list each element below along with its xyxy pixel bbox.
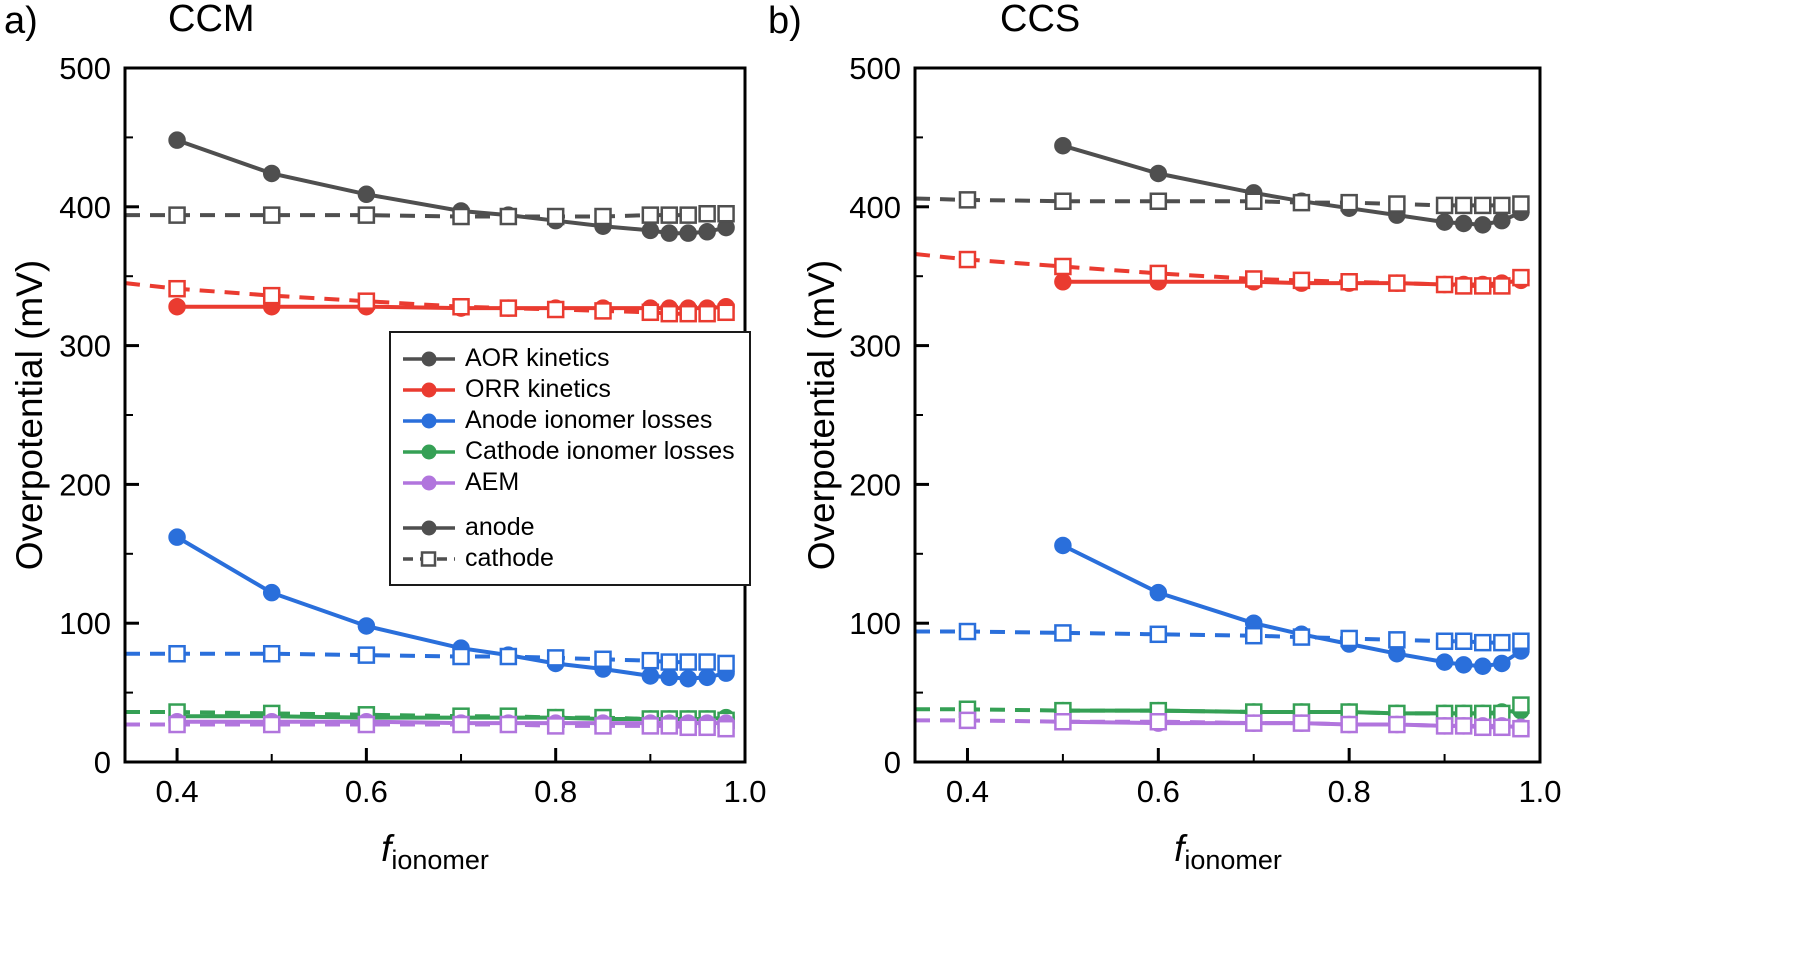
- filled-circle-marker-icon: [403, 382, 455, 397]
- svg-text:300: 300: [849, 329, 901, 364]
- svg-text:100: 100: [849, 606, 901, 641]
- svg-text:0.8: 0.8: [534, 774, 577, 809]
- x-axis-label-base: f: [381, 827, 392, 869]
- svg-text:1.0: 1.0: [723, 774, 766, 809]
- legend-item-anode: anode: [401, 512, 735, 543]
- panel-a-corner-label: a): [4, 0, 38, 42]
- open-square-marker-icon: [403, 550, 455, 567]
- legend-item-anode-ionomer-losses: Anode ionomer losses: [401, 405, 735, 436]
- legend-gap: [401, 498, 735, 512]
- legend-item-label: cathode: [465, 544, 554, 572]
- x-axis-label-sub: ionomer: [391, 845, 489, 876]
- panel-a-title: CCM: [168, 0, 255, 40]
- x-axis-label-b: fionomer: [1174, 827, 1282, 876]
- legend-item-cathode: cathode: [401, 543, 735, 574]
- svg-text:500: 500: [849, 51, 901, 86]
- svg-text:400: 400: [59, 190, 111, 225]
- panel-b-title: CCS: [1000, 0, 1081, 40]
- legend-item-label: ORR kinetics: [465, 375, 611, 403]
- svg-text:300: 300: [59, 329, 111, 364]
- filled-circle-marker-icon: [403, 351, 455, 366]
- legend-item-label: Cathode ionomer losses: [465, 437, 735, 465]
- legend-item-cathode-ionomer-losses: Cathode ionomer losses: [401, 436, 735, 467]
- svg-text:0: 0: [884, 745, 901, 780]
- filled-circle-marker-icon: [403, 444, 455, 459]
- svg-text:0.6: 0.6: [345, 774, 388, 809]
- filled-circle-marker-icon: [403, 475, 455, 490]
- svg-text:1.0: 1.0: [1518, 774, 1561, 809]
- svg-text:0.6: 0.6: [1137, 774, 1180, 809]
- panel-b-corner-label: b): [768, 0, 802, 42]
- y-axis-label-a: Overpotential (mV): [9, 259, 50, 571]
- svg-text:400: 400: [849, 190, 901, 225]
- svg-text:0.4: 0.4: [156, 774, 199, 809]
- legend: AOR kinetics ORR kinetics Anode ionomer lo…: [389, 331, 751, 586]
- y-axis-label-b: Overpotential (mV): [801, 259, 842, 571]
- svg-text:0.8: 0.8: [1328, 774, 1371, 809]
- legend-item-label: AOR kinetics: [465, 344, 610, 372]
- svg-text:500: 500: [59, 51, 111, 86]
- svg-text:0.4: 0.4: [946, 774, 989, 809]
- legend-item-label: anode: [465, 513, 535, 541]
- svg-text:200: 200: [59, 467, 111, 502]
- legend-item-aem: AEM: [401, 467, 735, 498]
- svg-text:0: 0: [94, 745, 111, 780]
- legend-item-orr-kinetics: ORR kinetics: [401, 374, 735, 405]
- x-axis-label-a: fionomer: [381, 828, 489, 876]
- filled-circle-marker-icon: [403, 413, 455, 428]
- svg-text:100: 100: [59, 606, 111, 641]
- filled-circle-marker-icon: [403, 520, 455, 535]
- svg-text:200: 200: [849, 467, 901, 502]
- legend-item-label: Anode ionomer losses: [465, 406, 713, 434]
- legend-item-aor-kinetics: AOR kinetics: [401, 343, 735, 374]
- legend-item-label: AEM: [465, 468, 520, 496]
